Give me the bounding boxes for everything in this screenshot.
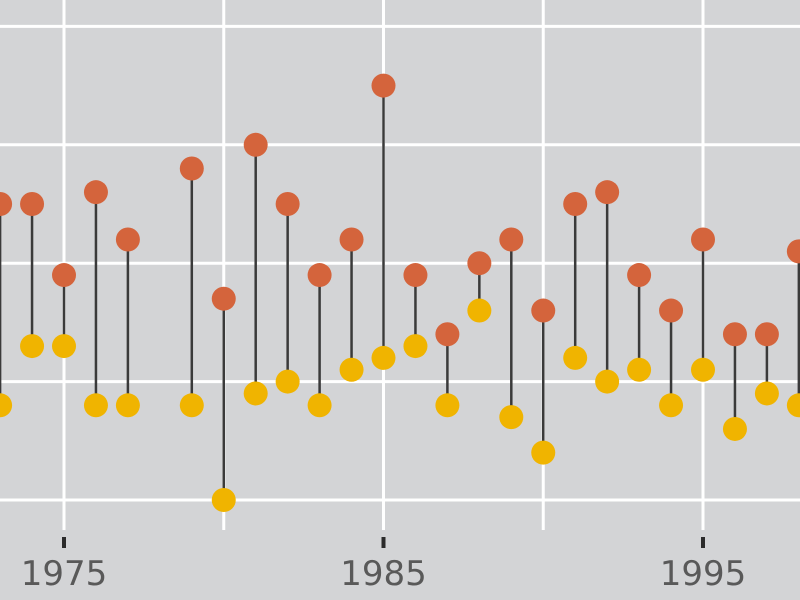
lower-point: [371, 345, 396, 370]
upper-point: [627, 263, 652, 288]
upper-point: [531, 298, 556, 323]
upper-point: [786, 239, 800, 264]
upper-point: [435, 322, 460, 347]
lower-point: [115, 393, 140, 418]
lower-point: [499, 405, 524, 430]
upper-point: [20, 192, 45, 216]
upper-point: [275, 192, 300, 216]
upper-point: [595, 180, 620, 205]
upper-point: [403, 263, 428, 288]
upper-point: [691, 227, 715, 252]
upper-point: [0, 192, 13, 216]
lower-point: [403, 334, 428, 359]
lower-point: [467, 298, 492, 323]
upper-point: [179, 156, 204, 181]
x-axis: 1975 1985 1995: [21, 537, 747, 594]
upper-point: [211, 286, 236, 311]
x-tick-label: 1995: [660, 554, 747, 594]
lower-point: [243, 381, 268, 406]
lower-point: [179, 393, 204, 418]
lower-point: [0, 393, 13, 418]
upper-point: [52, 263, 76, 288]
upper-point: [243, 132, 268, 157]
x-tick-label: 1975: [21, 554, 108, 594]
x-tick-label: 1985: [340, 554, 427, 594]
points: [0, 73, 800, 512]
lower-point: [339, 357, 364, 382]
upper-point: [563, 192, 588, 216]
upper-point: [83, 180, 108, 205]
upper-point: [115, 227, 140, 252]
lower-point: [211, 488, 236, 512]
upper-point: [754, 322, 779, 347]
upper-point: [467, 251, 492, 276]
lower-point: [786, 393, 800, 418]
lower-point: [307, 393, 332, 418]
lower-point: [52, 334, 76, 359]
upper-point: [722, 322, 747, 347]
lower-point: [722, 416, 747, 441]
upper-point: [659, 298, 684, 323]
lower-point: [83, 393, 108, 418]
lower-point: [20, 334, 45, 359]
lower-point: [754, 381, 779, 406]
lower-point: [275, 369, 300, 394]
lower-point: [435, 393, 460, 418]
lower-point: [531, 440, 556, 465]
upper-point: [307, 263, 332, 288]
lower-point: [627, 357, 652, 382]
lower-point: [595, 369, 620, 394]
upper-point: [499, 227, 524, 252]
lower-point: [659, 393, 684, 418]
upper-point: [339, 227, 364, 252]
lower-point: [691, 357, 715, 382]
upper-point: [371, 73, 396, 98]
lower-point: [563, 345, 588, 370]
